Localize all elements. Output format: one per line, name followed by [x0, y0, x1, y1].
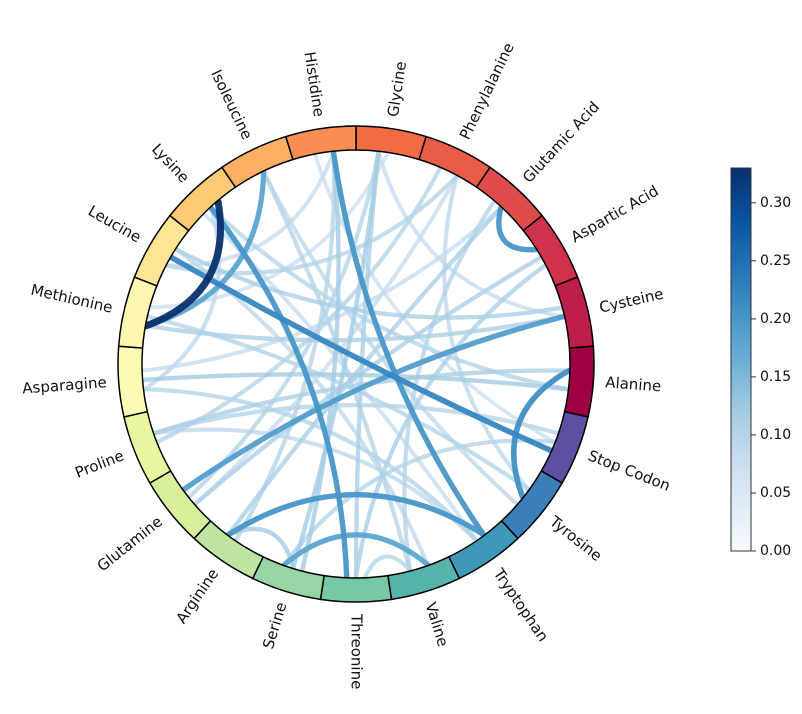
- colorbar-tick-label: 0.30: [760, 195, 791, 211]
- link-cysteine-glutamine: [181, 313, 567, 493]
- link-proline-alanine: [152, 368, 572, 436]
- ring-segment-cysteine: [554, 276, 595, 349]
- ring-segment-isoleucine: [220, 135, 294, 189]
- node-label-asparagine: Asparagine: [22, 373, 108, 397]
- link-methionine-cysteine: [144, 314, 566, 343]
- link-lysine-threonine: [208, 205, 350, 580]
- node-label-arginine: Arginine: [172, 565, 222, 627]
- ring-segment-alanine: [563, 345, 595, 418]
- node-label-phenylalanine: Phenylalanine: [456, 40, 518, 143]
- ring-segment-proline: [123, 410, 172, 485]
- ring-segment-glycine: [355, 125, 428, 161]
- link-glutamic-acid-arginine: [226, 205, 504, 537]
- colorbar: 0.00 0.05 0.10 0.15 0.20 0.25 0.30: [730, 167, 791, 559]
- link-histidine-serine: [300, 150, 341, 573]
- node-label-aspartic-acid: Aspartic Acid: [568, 182, 662, 247]
- node-label-cysteine: Cysteine: [598, 285, 666, 317]
- node-label-threonine: Threonine: [348, 613, 366, 689]
- link-aspartic-acid-glutamic-acid: [496, 205, 539, 253]
- node-label-leucine: Leucine: [85, 202, 144, 247]
- node-label-proline: Proline: [72, 446, 126, 481]
- link-alanine-tyrosine: [511, 367, 572, 500]
- link-histidine-tryptophan: [330, 149, 487, 538]
- link-glutamic-acid-asparagine: [141, 205, 503, 373]
- colorbar-tick-label: 0.20: [760, 311, 791, 327]
- colorbar-tick-label: 0.05: [760, 485, 791, 501]
- node-label-glutamic-acid: Glutamic Acid: [519, 98, 603, 187]
- link-arginine-tryptophan: [225, 492, 487, 538]
- colorbar-tick-label: 0.00: [760, 543, 791, 559]
- colorbar-gradient: [730, 167, 752, 552]
- link-serine-valine: [281, 532, 431, 568]
- ring-segment-asparagine: [117, 345, 149, 418]
- node-label-stop-codon: Stop Codon: [586, 446, 673, 494]
- colorbar-ticks: 0.00 0.05 0.10 0.15 0.20 0.25 0.30: [751, 195, 791, 559]
- link-leucine-stop-codon: [168, 254, 554, 454]
- node-label-lysine: Lysine: [148, 140, 193, 186]
- ring-segment-methionine: [117, 276, 158, 349]
- node-ring: [117, 125, 595, 603]
- node-label-tryptophan: Tryptophan: [489, 564, 552, 645]
- link-phenylalanine-tyrosine: [442, 174, 531, 492]
- link-threonine-aspartic-acid: [353, 263, 548, 580]
- node-label-glutamine: Glutamine: [94, 512, 166, 575]
- link-valine-threonine: [363, 554, 412, 579]
- node-label-serine: Serine: [259, 600, 290, 651]
- ring-segment-threonine: [319, 574, 393, 603]
- ring-segment-histidine: [284, 125, 357, 161]
- node-label-alanine: Alanine: [605, 373, 662, 395]
- node-label-histidine: Histidine: [300, 50, 328, 118]
- node-label-glycine: Glycine: [384, 60, 410, 118]
- link-leucine-cysteine: [174, 247, 564, 320]
- colorbar-tick-label: 0.15: [760, 369, 791, 385]
- node-label-methionine: Methionine: [29, 281, 114, 317]
- node-label-valine: Valine: [422, 600, 453, 649]
- link-proline-stop-codon: [152, 403, 560, 436]
- node-label-tyrosine: Tyrosine: [545, 512, 605, 565]
- node-label-isoleucine: Isoleucine: [207, 67, 256, 143]
- link-lysine-methionine: [143, 198, 224, 330]
- link-glycine-serine: [291, 150, 381, 570]
- colorbar-tick-label: 0.25: [760, 253, 791, 269]
- colorbar-tick-label: 0.10: [760, 427, 791, 443]
- chord-links: [141, 149, 572, 580]
- link-asparagine-alanine: [141, 372, 570, 392]
